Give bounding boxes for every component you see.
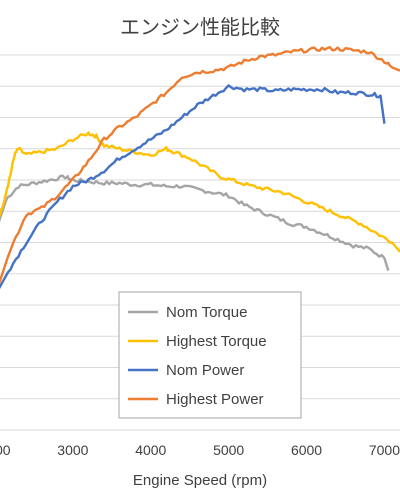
series-line-nom-torque (0, 174, 390, 271)
x-tick-label: 7000 (369, 442, 400, 458)
legend-label: Highest Torque (166, 333, 267, 350)
x-tick-label: 2000 (0, 442, 11, 458)
x-tick-label: 3000 (57, 442, 88, 458)
legend: Nom Torque Highest Torque Nom Power Highest… (118, 291, 302, 419)
series-line-highest-power (0, 46, 400, 285)
series-lines (0, 46, 400, 290)
x-tick-label: 4000 (135, 442, 166, 458)
legend-label: Nom Torque (166, 304, 247, 321)
legend-label: Highest Power (166, 391, 264, 408)
series-line-nom-power (0, 84, 386, 290)
x-tick-label: 5000 (213, 442, 244, 458)
x-tick-label: 6000 (291, 442, 322, 458)
series-line-highest-torque (0, 131, 400, 253)
chart-title: エンジン性能比較 (120, 16, 280, 39)
legend-label: Nom Power (166, 362, 244, 379)
x-tick-labels: 2000 3000 4000 5000 6000 7000 (0, 442, 400, 458)
x-axis-label: Engine Speed (rpm) (133, 472, 267, 489)
